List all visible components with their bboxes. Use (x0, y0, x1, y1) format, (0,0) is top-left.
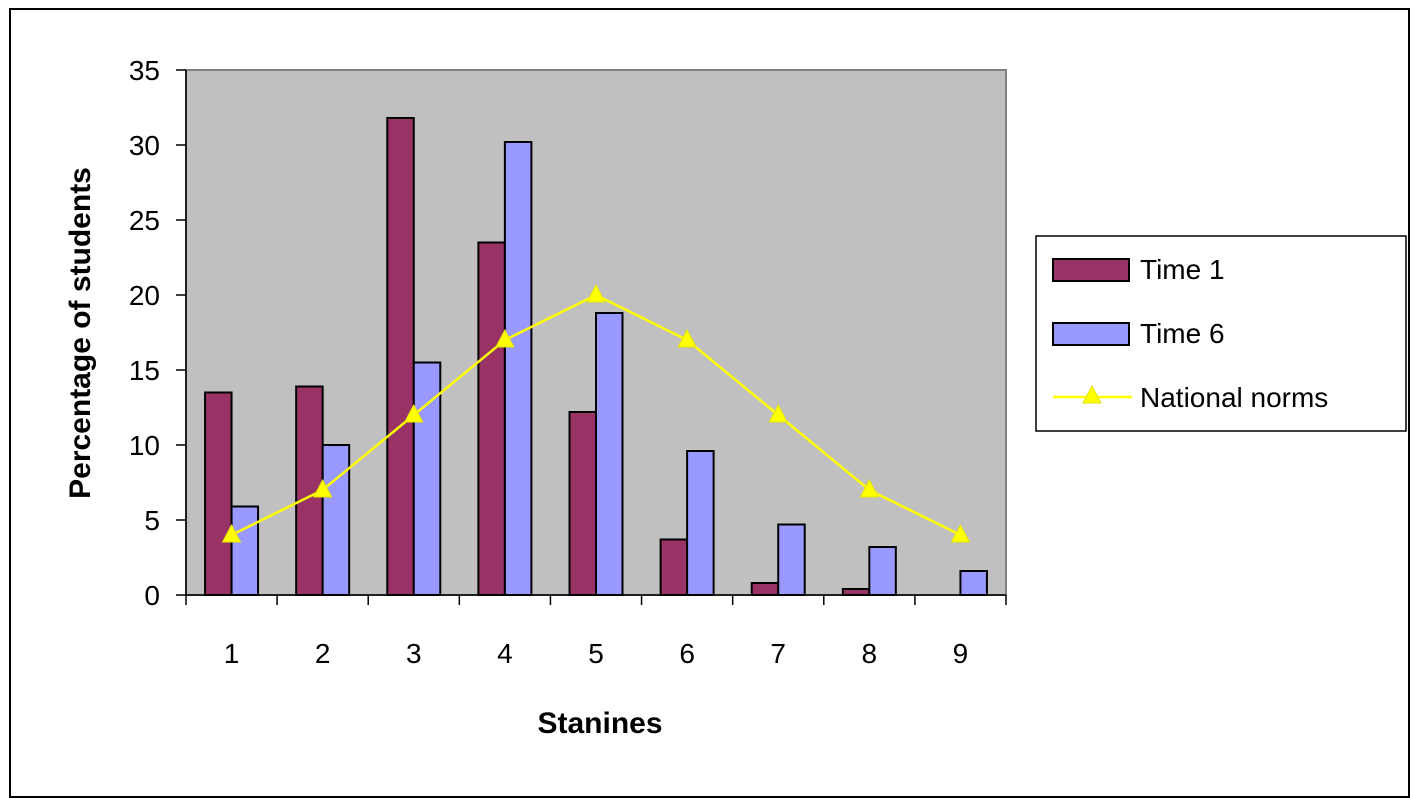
bar-time-6-2 (321, 444, 351, 596)
x-tick-label-8: 8 (862, 638, 878, 669)
y-tick-label-15: 15 (129, 355, 160, 386)
bar-time-6-7 (777, 523, 806, 596)
x-tick-label-9: 9 (953, 638, 969, 669)
national-norms-marker-7 (768, 403, 789, 423)
bar-time-1-7 (750, 582, 780, 596)
national-norms-marker-5 (586, 283, 606, 303)
legend: Time 1 Time 6 National norms (1035, 235, 1407, 432)
x-tick-labels: 1 2 3 4 5 6 7 8 9 (224, 638, 968, 669)
bar-time-1-8 (841, 588, 871, 596)
y-tick-label-10: 10 (129, 430, 160, 461)
bar-time-6-8 (868, 546, 897, 596)
legend-label-time-6: Time 6 (1140, 318, 1225, 349)
x-tick-label-2: 2 (315, 638, 331, 669)
x-tick-label-1: 1 (224, 638, 240, 669)
bar-time-6-4 (503, 141, 533, 596)
y-tick-label-30: 30 (129, 130, 160, 161)
x-tick-label-7: 7 (770, 638, 786, 669)
legend-label-national-norms: National norms (1140, 382, 1328, 413)
bar-time-1-5 (568, 411, 597, 596)
y-tick-label-0: 0 (144, 580, 160, 611)
national-norms-marker-2 (312, 478, 333, 498)
national-norms-marker-4 (495, 328, 515, 348)
national-norms-marker-9 (950, 523, 971, 543)
bar-time-6-6 (686, 450, 715, 596)
axes-group (176, 69, 1007, 605)
y-tick-label-25: 25 (129, 205, 160, 236)
y-axis-title: Percentage of students (64, 167, 97, 499)
bar-time-1-1 (204, 391, 233, 596)
y-tick-label-20: 20 (129, 280, 160, 311)
y-tick-labels: 0 5 10 15 20 25 30 35 (129, 55, 160, 611)
bar-time-1-6 (659, 538, 689, 596)
x-tick-label-5: 5 (588, 638, 604, 669)
y-tick-label-35: 35 (129, 55, 160, 86)
x-tick-label-4: 4 (497, 638, 513, 669)
national-norms-line-group (221, 283, 971, 543)
national-norms-marker-6 (677, 328, 697, 348)
national-norms-marker-8 (859, 478, 880, 498)
x-tick-label-6: 6 (679, 638, 695, 669)
bar-time-6-1 (230, 505, 260, 596)
national-norms-marker-1 (221, 523, 242, 543)
x-axis-title: Stanines (537, 707, 662, 740)
y-tick-label-5: 5 (144, 505, 160, 536)
bars-group (204, 117, 988, 596)
legend-swatch-time-1 (1052, 258, 1130, 282)
bar-time-6-5 (595, 312, 624, 596)
legend-label-time-1: Time 1 (1140, 254, 1225, 285)
legend-swatch-time-6 (1052, 322, 1130, 346)
legend-marker-national-norms (1082, 384, 1102, 404)
national-norms-marker-3 (403, 403, 424, 423)
bar-time-6-9 (959, 570, 988, 596)
x-tick-label-3: 3 (406, 638, 422, 669)
bar-time-1-3 (386, 117, 415, 596)
bar-time-1-4 (477, 241, 506, 596)
